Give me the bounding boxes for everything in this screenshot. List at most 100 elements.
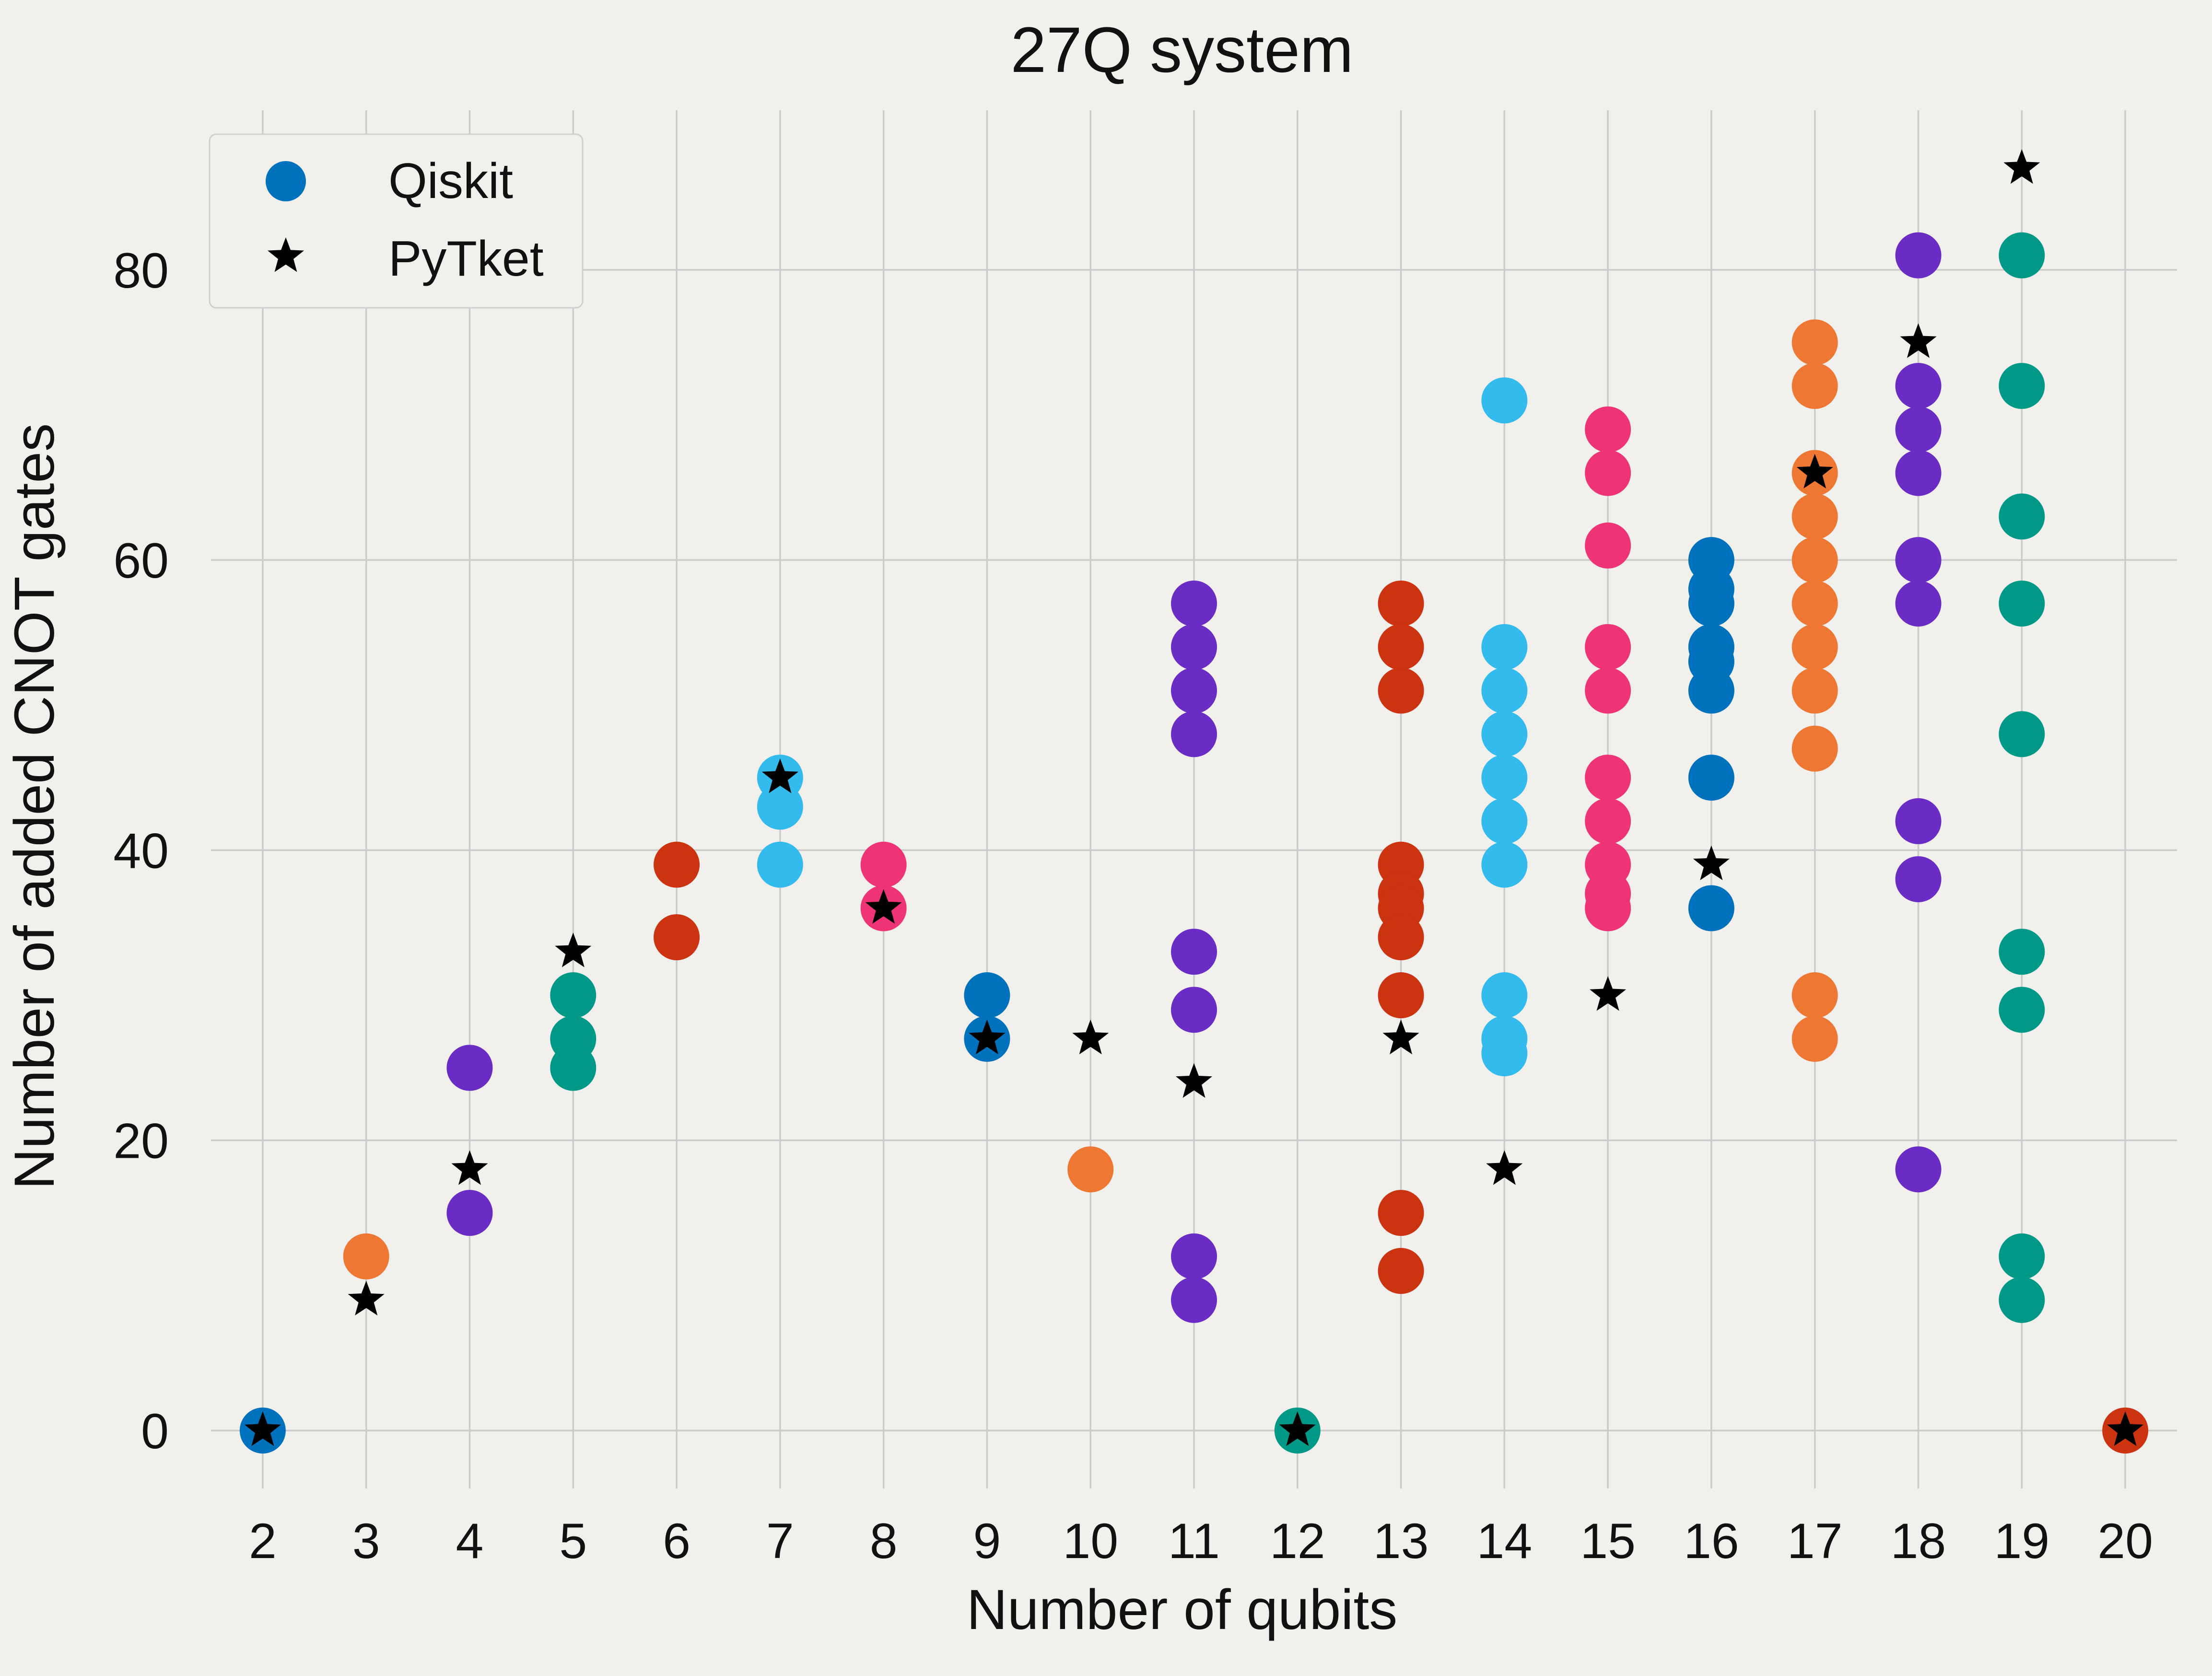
x-tick-label: 13 xyxy=(1373,1513,1429,1569)
qiskit-point xyxy=(1895,580,1942,627)
qiskit-point xyxy=(1378,624,1424,670)
pytket-point xyxy=(1900,323,1937,358)
pytket-point xyxy=(1486,1150,1523,1185)
qiskit-point xyxy=(964,972,1010,1019)
qiskit-point xyxy=(654,841,700,888)
pytket-point xyxy=(2003,149,2040,184)
qiskit-point xyxy=(1378,914,1424,960)
pytket-point xyxy=(244,1411,281,1446)
pytket-point xyxy=(1382,1019,1419,1055)
x-tick-label: 19 xyxy=(1994,1513,2049,1569)
x-tick-label: 15 xyxy=(1580,1513,1636,1569)
x-tick-label: 10 xyxy=(1063,1513,1118,1569)
qiskit-point xyxy=(343,1233,389,1280)
qiskit-point xyxy=(654,914,700,960)
pytket-point xyxy=(555,932,592,967)
x-tick-label: 12 xyxy=(1270,1513,1325,1569)
chart-title: 27Q system xyxy=(1011,14,1354,86)
y-tick-label: 60 xyxy=(113,533,169,589)
pytket-point xyxy=(348,1280,385,1315)
qiskit-point xyxy=(1171,1277,1217,1323)
pytket-point xyxy=(1072,1019,1109,1055)
pytket-point xyxy=(761,758,798,793)
qiskit-point xyxy=(1585,755,1631,801)
qiskit-point xyxy=(1067,1146,1114,1193)
qiskit-point xyxy=(1585,667,1631,714)
pytket-point xyxy=(451,1150,488,1185)
qiskit-point xyxy=(1481,841,1528,888)
pytket-point xyxy=(1590,976,1627,1011)
pytket-point xyxy=(2107,1411,2144,1446)
qiskit-point xyxy=(757,783,803,830)
pytket-point xyxy=(1279,1411,1316,1446)
qiskit-point xyxy=(1171,1233,1217,1280)
qiskit-point xyxy=(1481,972,1528,1019)
qiskit-point xyxy=(1895,1146,1942,1193)
qiskit-point xyxy=(1585,522,1631,569)
qiskit-point xyxy=(1791,725,1838,772)
x-tick-label: 6 xyxy=(663,1513,691,1569)
y-tick-label: 80 xyxy=(113,243,169,299)
qiskit-point xyxy=(1481,798,1528,844)
y-tick-label: 40 xyxy=(113,823,169,879)
qiskit-point xyxy=(1481,667,1528,714)
qiskit-point xyxy=(1481,377,1528,424)
legend-qiskit-marker xyxy=(266,161,306,201)
qiskit-point xyxy=(1171,929,1217,975)
qiskit-point xyxy=(1895,406,1942,453)
x-tick-label: 16 xyxy=(1684,1513,1739,1569)
x-tick-label: 11 xyxy=(1168,1513,1220,1569)
pytket-point xyxy=(1176,1063,1212,1098)
qiskit-point xyxy=(1999,580,2045,627)
qiskit-point xyxy=(1688,667,1734,714)
pytket-point xyxy=(969,1019,1006,1055)
qiskit-point xyxy=(1895,856,1942,902)
qiskit-point xyxy=(1171,987,1217,1033)
x-tick-label: 17 xyxy=(1787,1513,1843,1569)
y-tick-label: 0 xyxy=(141,1404,169,1459)
pytket-point xyxy=(865,889,902,924)
x-tick-label: 9 xyxy=(973,1513,1001,1569)
qiskit-point xyxy=(757,841,803,888)
qiskit-point xyxy=(1378,1248,1424,1294)
x-tick-label: 7 xyxy=(766,1513,794,1569)
qiskit-point xyxy=(550,1045,597,1091)
qiskit-point xyxy=(1688,580,1734,627)
qiskit-point xyxy=(1791,537,1838,583)
qiskit-point xyxy=(550,972,597,1019)
pytket-point xyxy=(1796,454,1833,489)
qiskit-point xyxy=(1791,667,1838,714)
qiskit-point xyxy=(1378,667,1424,714)
qiskit-point xyxy=(1481,1030,1528,1077)
qiskit-point xyxy=(1791,624,1838,670)
qiskit-point xyxy=(1791,972,1838,1019)
qiskit-point xyxy=(1999,1233,2045,1280)
qiskit-point xyxy=(1585,450,1631,496)
qiskit-point xyxy=(1585,406,1631,453)
qiskit-point xyxy=(860,841,907,888)
qiskit-point xyxy=(1791,1015,1838,1062)
pytket-series xyxy=(244,149,2144,1446)
x-axis-label: Number of qubits xyxy=(967,1578,1398,1641)
legend-pytket-label: PyTket xyxy=(388,231,544,287)
qiskit-point xyxy=(1171,624,1217,670)
x-tick-label: 4 xyxy=(456,1513,484,1569)
qiskit-point xyxy=(1999,929,2045,975)
x-tick-label: 18 xyxy=(1891,1513,1946,1569)
x-tick-labels: 2 3 4 5 6 7 8 9 10 11 12 13 14 15 16 17 18 19 20 xyxy=(249,1513,2153,1569)
qiskit-point xyxy=(1171,580,1217,627)
qiskit-point xyxy=(1378,580,1424,627)
qiskit-point xyxy=(1791,363,1838,409)
x-tick-label: 5 xyxy=(559,1513,587,1569)
legend-qiskit-label: Qiskit xyxy=(388,153,513,209)
pytket-point xyxy=(1693,845,1730,880)
qiskit-point xyxy=(1378,1190,1424,1236)
y-axis-label: Number of added CNOT gates xyxy=(3,423,66,1189)
qiskit-point xyxy=(1895,363,1942,409)
y-tick-labels: 0 20 40 60 80 xyxy=(113,243,169,1459)
qiskit-point xyxy=(1585,885,1631,931)
qiskit-point xyxy=(446,1045,493,1091)
x-tick-label: 8 xyxy=(870,1513,898,1569)
